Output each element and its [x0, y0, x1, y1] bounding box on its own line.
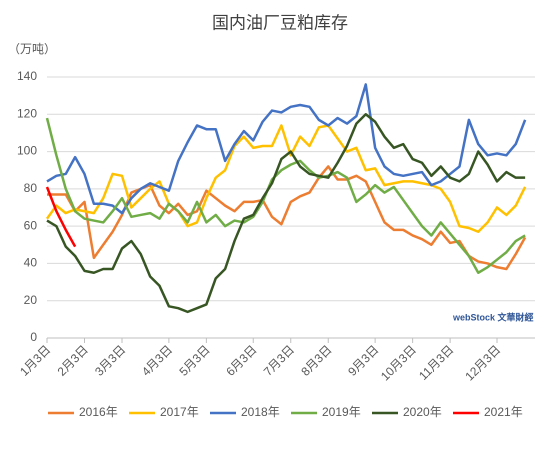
x-tick-label: 5月3日	[176, 342, 212, 378]
y-tick-label: 80	[24, 181, 38, 195]
y-axis-label: （万吨）	[8, 42, 56, 56]
x-tick-label: 8月3日	[298, 342, 334, 378]
y-tick-label: 20	[24, 293, 38, 307]
x-tick-label: 1月3日	[17, 342, 53, 378]
chart-title: 国内油厂豆粕库存	[212, 13, 348, 32]
x-tick-label: 2月3日	[55, 342, 91, 378]
x-tick-label: 7月3日	[261, 342, 297, 378]
y-tick-label: 120	[17, 106, 37, 120]
series-line	[46, 83, 527, 215]
x-tick-label: 12月3日	[462, 342, 503, 383]
x-tick-label: 4月3日	[139, 342, 175, 378]
legend-label: 2020年	[403, 405, 442, 419]
x-tick-label: 6月3日	[223, 342, 259, 378]
legend-label: 2018年	[241, 405, 280, 419]
series-line	[45, 186, 77, 248]
series-line	[46, 113, 526, 314]
y-tick-label: 40	[24, 256, 38, 270]
legend-label: 2019年	[322, 405, 361, 419]
y-tick-label: 0	[30, 330, 37, 344]
legend-label: 2021年	[484, 405, 523, 419]
x-tick-label: 9月3日	[345, 342, 381, 378]
x-tick-label: 10月3日	[378, 342, 419, 383]
watermark: webStock 文華財經	[452, 311, 534, 322]
y-tick-label: 100	[17, 144, 37, 158]
legend-label: 2017年	[160, 405, 199, 419]
series-line	[45, 117, 526, 274]
x-tick-label: 11月3日	[416, 342, 456, 382]
series-line	[45, 124, 527, 233]
legend-label: 2016年	[79, 405, 118, 419]
x-tick-label: 3月3日	[92, 342, 128, 378]
y-tick-label: 140	[17, 69, 37, 83]
y-tick-label: 60	[24, 218, 38, 232]
